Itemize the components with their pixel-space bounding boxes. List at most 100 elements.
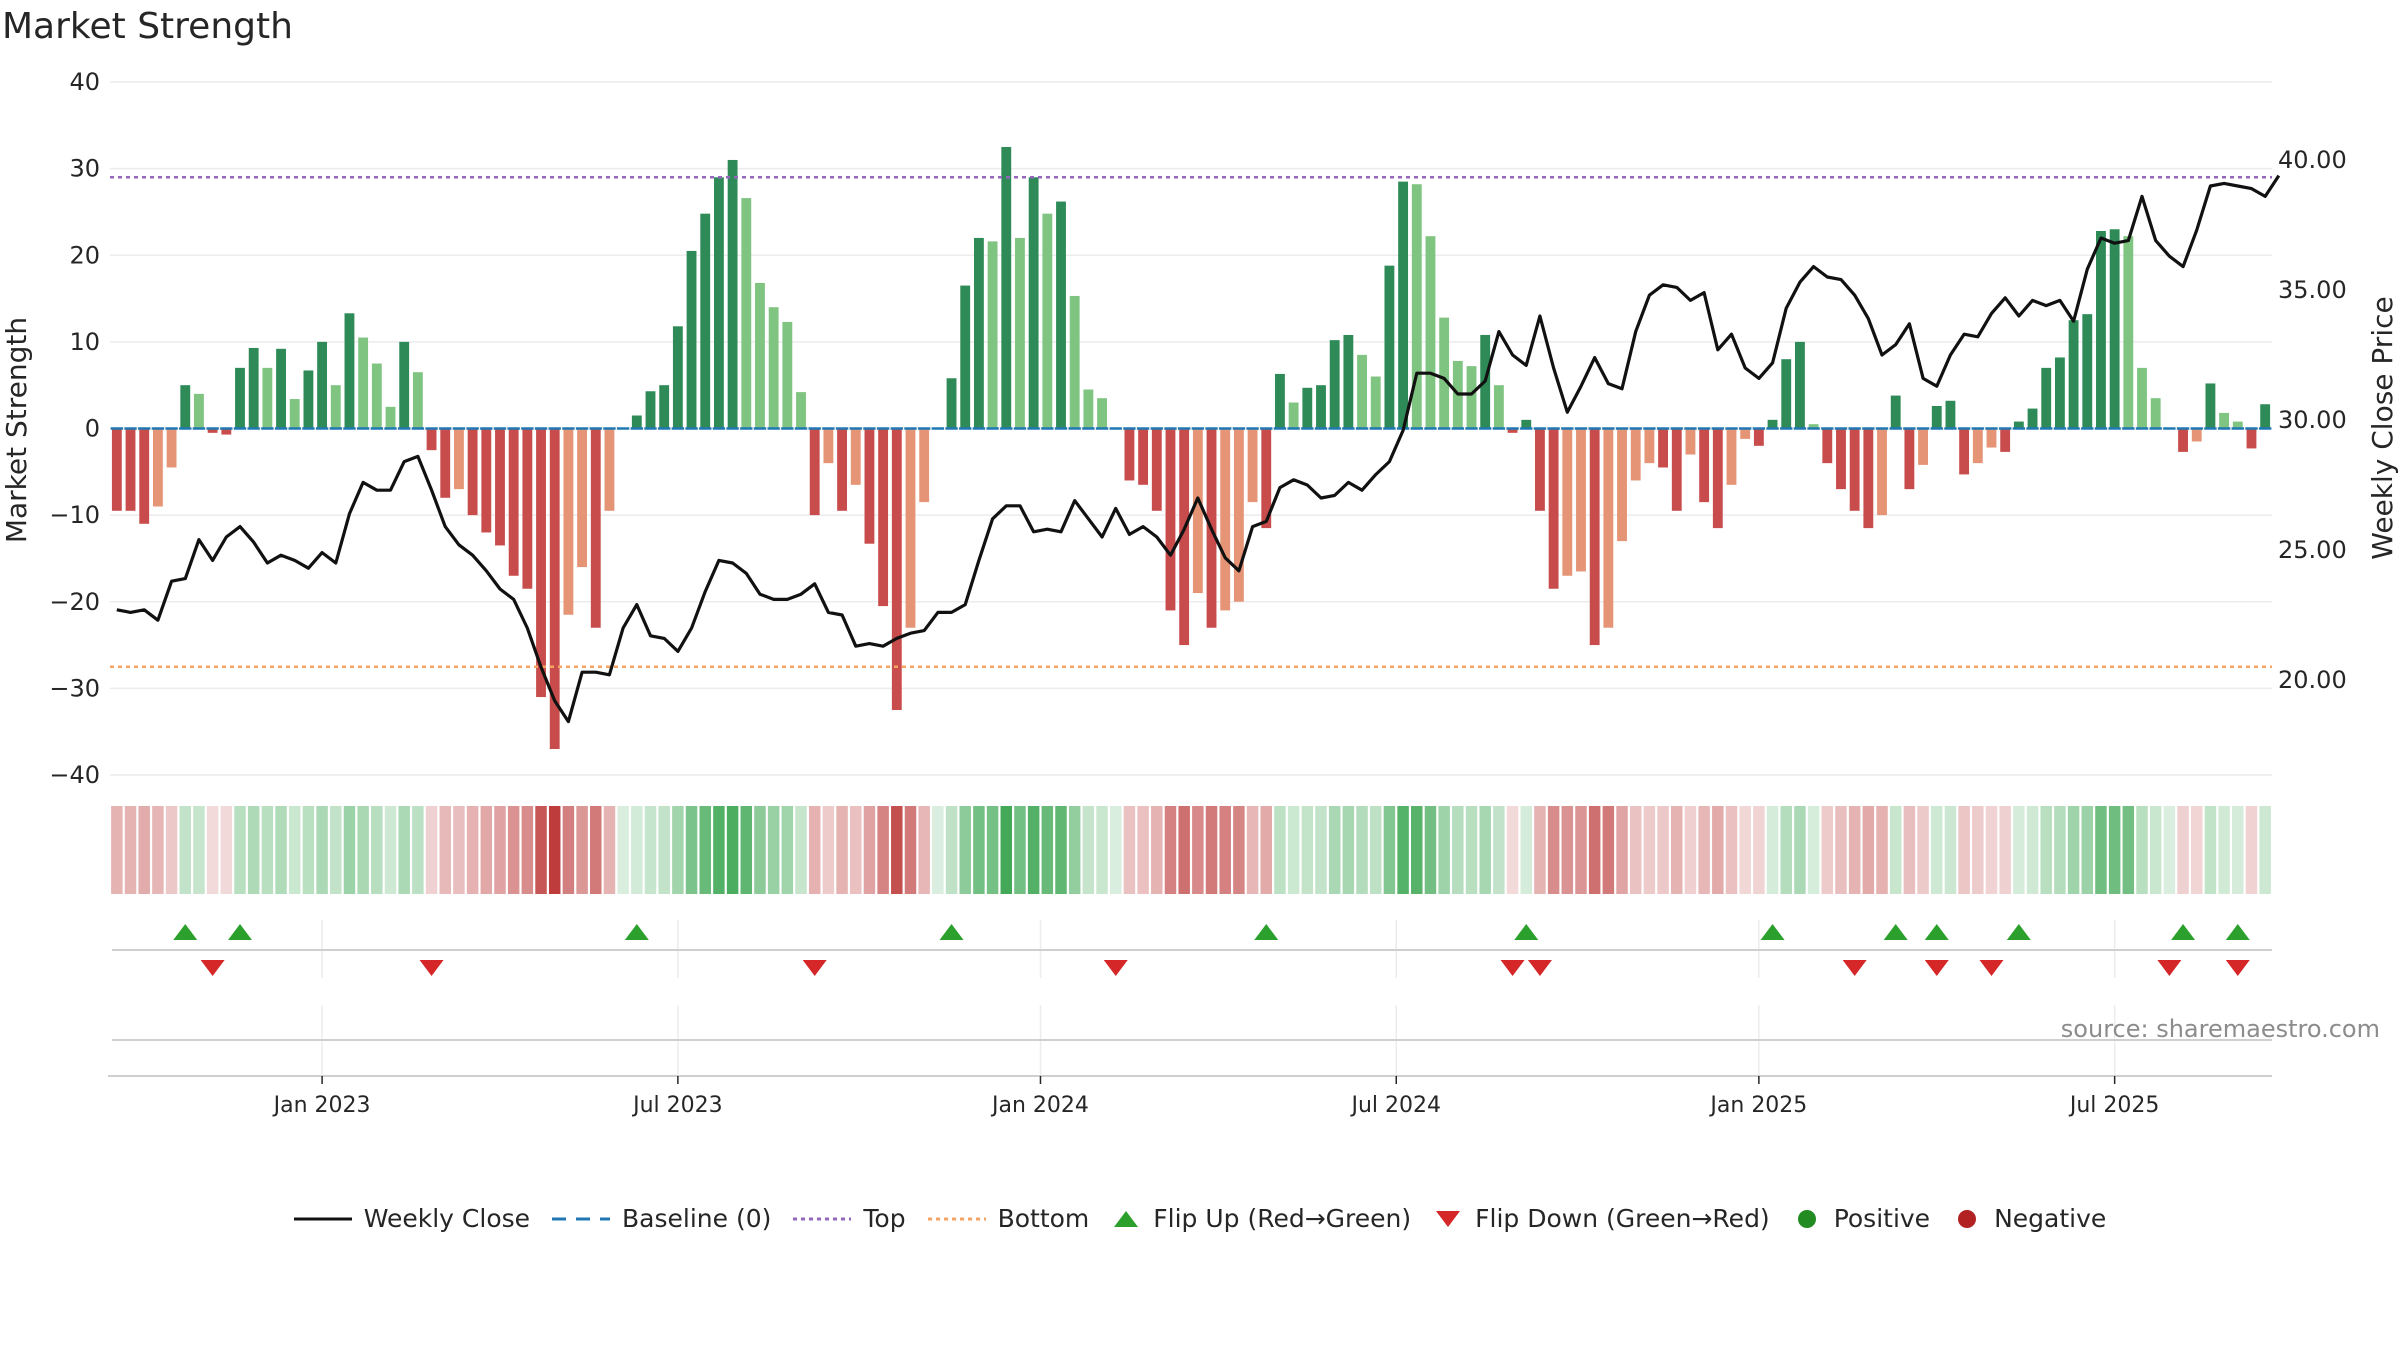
heat-cell <box>1766 806 1779 894</box>
strength-bar <box>1288 402 1299 429</box>
strength-bar <box>1753 428 1764 446</box>
left-axis-ticks: 40 30 20 10 0 −10 −20 −30 −40 <box>49 68 100 789</box>
x-tick-label: Jan 2023 <box>272 1093 371 1118</box>
heat-cell <box>2232 806 2244 894</box>
strength-bar <box>1794 341 1805 429</box>
heat-cell <box>1876 806 1888 894</box>
strength-bar <box>385 406 396 429</box>
heat-cell <box>562 806 575 894</box>
legend-label: Bottom <box>997 1204 1090 1233</box>
strength-bar <box>2178 428 2188 452</box>
strength-bar <box>755 282 765 429</box>
strength-bar <box>1890 395 1901 429</box>
heat-cell <box>1561 806 1574 894</box>
heat-cell <box>316 806 328 894</box>
heat-cell <box>1629 806 1642 894</box>
strength-bar <box>1877 428 1887 516</box>
strength-bar <box>2123 236 2134 429</box>
flip-up-marker <box>1760 924 1785 940</box>
strength-bar <box>152 428 163 507</box>
heat-cell <box>1944 806 1957 894</box>
heat-cell <box>480 806 493 894</box>
strength-bar <box>1658 428 1669 468</box>
heat-cell <box>1643 806 1656 894</box>
heat-cell <box>1671 806 1683 894</box>
heat-cell <box>2245 806 2258 894</box>
strength-bar <box>536 428 546 698</box>
heat-cell <box>1246 806 1259 894</box>
heat-cell <box>2095 806 2107 894</box>
heat-cell <box>2190 806 2203 894</box>
heat-cell <box>850 806 862 894</box>
heat-cell <box>1274 806 1286 894</box>
strength-bar <box>1493 385 1504 429</box>
heat-cell <box>288 806 301 894</box>
strength-heat-strip <box>111 806 2271 894</box>
flip-up-marker <box>1254 924 1279 940</box>
heat-cell <box>1835 806 1847 894</box>
y-tick-label: −10 <box>49 501 100 529</box>
strength-bar <box>1097 398 1107 429</box>
strength-bar <box>289 399 300 429</box>
strength-bar <box>1535 428 1545 511</box>
heat-cell <box>1123 806 1136 894</box>
heat-cell <box>2067 806 2080 894</box>
strength-bar <box>1179 428 1190 646</box>
heat-cell <box>685 806 698 894</box>
heat-cell <box>726 806 739 894</box>
heat-cell <box>412 806 424 894</box>
heat-cell <box>302 806 315 894</box>
weekly-close-line-icon <box>293 1217 352 1220</box>
heat-cell <box>1725 806 1738 894</box>
strength-bar <box>973 237 984 429</box>
heat-cell <box>932 806 944 894</box>
heat-cell <box>808 806 821 894</box>
heat-cell <box>1698 806 1710 894</box>
legend-item: Flip Down (Green→Red) <box>1433 1204 1770 1233</box>
strength-bar <box>563 428 574 615</box>
heat-cell <box>2204 806 2217 894</box>
strength-bar <box>1603 428 1614 628</box>
weekly-close-polyline <box>116 174 2281 724</box>
flip-down-marker <box>200 960 225 976</box>
strength-bar <box>1617 428 1627 542</box>
heat-cell <box>111 806 123 894</box>
strength-bar <box>426 428 437 451</box>
x-tick-label: Jul 2024 <box>1349 1093 1441 1118</box>
heat-cell <box>1233 806 1245 894</box>
strength-bar <box>440 428 451 498</box>
y-tick-label: −40 <box>49 761 100 789</box>
y2-tick-label: 40.00 <box>2278 146 2347 174</box>
heat-cell <box>1000 806 1013 894</box>
heat-cell <box>2013 806 2025 894</box>
strength-bar <box>1138 428 1149 485</box>
heat-cell <box>2108 806 2121 894</box>
x-axis: Jan 2023 Jul 2023 Jan 2024 Jul 2024 Jan 2025… <box>108 1075 2272 1118</box>
heat-cell <box>1027 806 1040 894</box>
strength-bar <box>454 428 464 490</box>
heat-cell <box>425 806 438 894</box>
heat-cell <box>1958 806 1970 894</box>
heat-cell <box>631 806 643 894</box>
flip-down-marker <box>1842 960 1867 976</box>
flip-up-marker <box>227 924 252 940</box>
heat-cell <box>1287 806 1300 894</box>
strength-bar <box>577 428 588 568</box>
strength-bar <box>1767 419 1778 429</box>
flip-down-marker <box>2225 960 2250 976</box>
negative-dot-icon <box>1958 1209 1977 1228</box>
heat-cell <box>494 806 506 894</box>
heat-cell <box>2218 806 2230 894</box>
heat-cell <box>1356 806 1368 894</box>
strength-bar <box>2205 383 2216 429</box>
triangle-down-icon <box>1436 1210 1461 1227</box>
heat-cell <box>986 806 999 894</box>
heat-cell <box>1534 806 1546 894</box>
strength-bar <box>2232 421 2243 429</box>
strength-bar <box>2219 412 2230 429</box>
strength-bar <box>276 348 286 429</box>
strength-bar <box>549 428 560 750</box>
flip-down-marker <box>1500 960 1525 976</box>
strength-bar <box>837 428 847 511</box>
grid-lines <box>110 81 2272 1078</box>
